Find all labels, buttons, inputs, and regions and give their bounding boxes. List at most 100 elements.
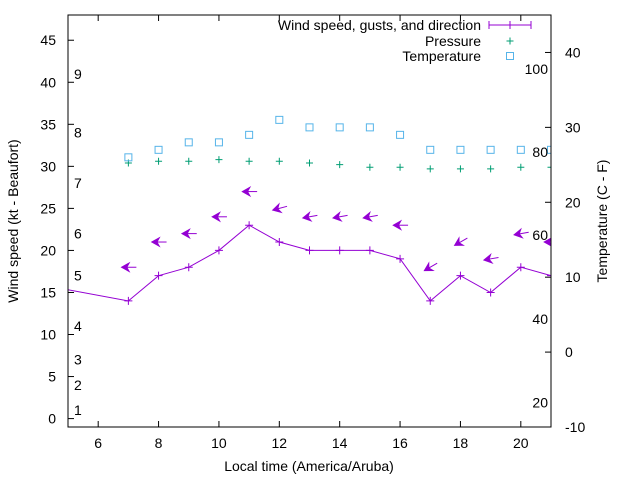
gust-arrow-head [301, 210, 313, 222]
plot-series [68, 115, 551, 305]
pressure-point [366, 163, 374, 171]
beaufort-label: 7 [74, 175, 82, 191]
pressure-point [306, 159, 313, 167]
temperature-point [124, 153, 133, 162]
wind-speed-point [547, 271, 551, 280]
x-axis-label: Local time (America/Aruba) [224, 458, 394, 474]
beaufort-label: 2 [74, 377, 82, 393]
gust-arrow-icon [211, 211, 227, 223]
x-tick-label: 14 [332, 435, 348, 451]
x-tick-label: 20 [513, 435, 529, 451]
pressure-point [245, 157, 253, 165]
fahrenheit-label: 60 [532, 227, 548, 243]
pressure-point [155, 157, 163, 165]
wind-speed-point [335, 246, 344, 255]
legend-label-wind: Wind speed, gusts, and direction [278, 17, 481, 33]
gust-arrow-head [150, 236, 161, 248]
y2-tick-label: 40 [565, 44, 581, 60]
gust-arrow-shaft [488, 256, 499, 260]
axes: 6 8 10 12 14 16 18 20051015202530354045-1001020… [40, 15, 585, 451]
y2-tick-label: 30 [565, 119, 581, 135]
y-tick-label: 0 [48, 411, 56, 427]
gust-arrow-icon [423, 261, 438, 272]
gust-arrow-head [543, 237, 551, 247]
wind-speed-point [486, 288, 495, 297]
temperature-point [547, 145, 551, 154]
gust-arrow-head [362, 210, 373, 222]
fahrenheit-label: 80 [532, 144, 548, 160]
y-tick-label: 45 [40, 32, 56, 48]
beaufort-label: 6 [74, 226, 82, 242]
y2-tick-label: 20 [565, 194, 581, 210]
pressure-point [275, 157, 283, 165]
pressure-point [426, 165, 434, 173]
gust-arrow-shaft [367, 214, 378, 218]
gust-arrow-head [482, 253, 494, 264]
legend-marker-pressure [506, 37, 514, 45]
gust-arrow-icon [362, 210, 378, 222]
plot-frame [67, 14, 552, 428]
wind-speed-point [365, 246, 374, 255]
x-tick-label: 12 [272, 435, 288, 451]
legend-marker-temperature [506, 52, 514, 60]
gust-arrow-icon [453, 236, 468, 246]
legend-marker-wind [488, 21, 532, 29]
beaufort-label: 5 [74, 268, 82, 284]
temperature-point [245, 130, 254, 139]
beaufort-label: 1 [74, 402, 82, 418]
gust-arrow-icon [513, 227, 529, 239]
wind-speed-point [396, 254, 405, 263]
pressure-point [336, 161, 344, 169]
gust-arrow-icon [271, 202, 288, 214]
gust-arrow-icon [180, 228, 197, 240]
gust-arrow-icon [331, 210, 348, 222]
gust-arrow-head [271, 202, 283, 214]
y-tick-label: 20 [40, 242, 56, 258]
beaufort-label: 3 [74, 352, 82, 368]
wind-speed-point [305, 246, 314, 255]
beaufort-label: 8 [74, 125, 82, 141]
legend-label-pressure: Pressure [425, 33, 481, 49]
temperature-point [214, 138, 223, 147]
y-axis-label: Wind speed (kt - Beaufort) [5, 139, 21, 302]
pressure-point [215, 156, 223, 164]
gust-arrow-icon [482, 253, 499, 264]
gust-arrow-head [180, 228, 191, 240]
pressure-point [396, 163, 404, 171]
legend-label-temperature: Temperature [402, 48, 481, 64]
beaufort-label: 4 [74, 318, 82, 334]
temperature-point [516, 145, 525, 154]
y2-tick-label: 0 [565, 344, 573, 360]
wind-speed-point [154, 271, 163, 280]
y-tick-label: 30 [40, 158, 56, 174]
gust-arrow-shaft [307, 214, 318, 218]
wind-speed-line [68, 224, 551, 302]
gust-arrow-shaft [428, 262, 438, 269]
wind-speed-point [426, 296, 435, 305]
y-tick-label: 5 [48, 369, 56, 385]
wind-speed-point [456, 271, 465, 280]
y-tick-label: 10 [40, 327, 56, 343]
gust-arrow-icon [392, 219, 409, 231]
temperature-point [456, 145, 465, 154]
gust-arrow-head [453, 236, 465, 246]
temperature-point [396, 130, 405, 139]
y2-tick-label: -10 [565, 419, 585, 435]
gust-arrow-head [423, 261, 435, 272]
y2-tick-label: 10 [565, 269, 581, 285]
gust-arrow-icon [120, 261, 137, 273]
gust-arrow-head [331, 210, 343, 222]
pressure-point [547, 163, 551, 171]
gust-arrow-shaft [458, 237, 468, 244]
temperature-point [154, 145, 163, 154]
y-tick-label: 15 [40, 284, 56, 300]
y2-axis-label: Temperature (C - F) [594, 160, 610, 283]
x-tick-label: 10 [211, 435, 227, 451]
gust-arrow-shaft [518, 231, 529, 235]
beaufort-label: 9 [74, 66, 82, 82]
fahrenheit-label: 40 [532, 311, 548, 327]
wind-speed-point [516, 263, 525, 272]
temperature-point [365, 123, 374, 132]
